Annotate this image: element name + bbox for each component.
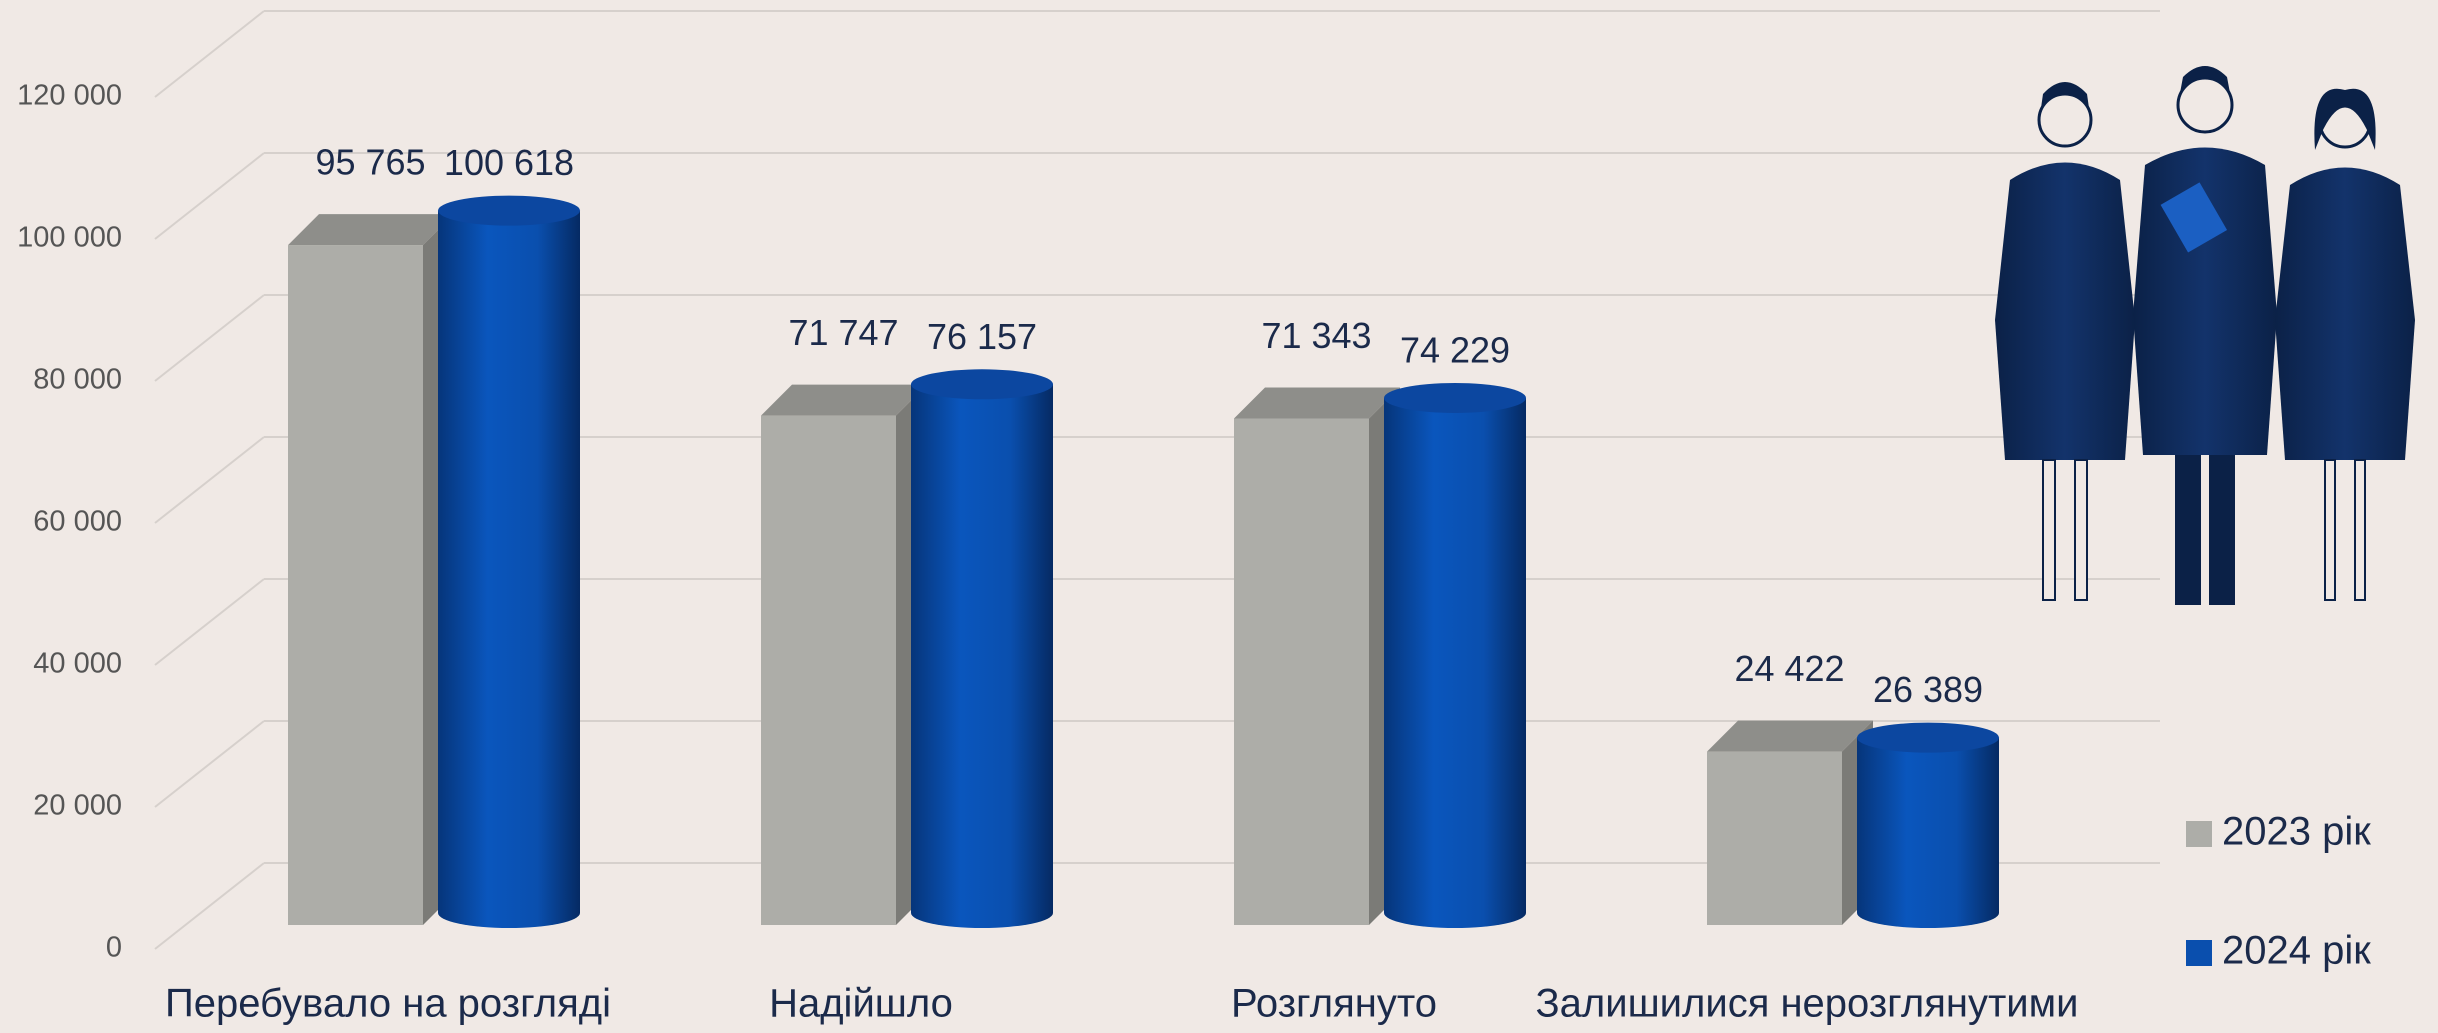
bar-top: [288, 214, 454, 246]
value-label: 100 618: [444, 142, 574, 183]
value-label: 24 422: [1734, 648, 1844, 689]
bar-top: [1384, 382, 1526, 413]
bar-top: [761, 384, 927, 416]
legend-label: 2023 рік: [2222, 810, 2371, 854]
grid-line: [154, 10, 265, 98]
bar: [1857, 737, 1999, 928]
y-tick-label: 80 000: [33, 364, 122, 396]
y-tick-label: 60 000: [33, 506, 122, 538]
bar-top: [438, 195, 580, 226]
bar: [288, 245, 423, 926]
value-label: 76 157: [927, 316, 1037, 357]
x-tick-label: Перебувало на розгляді: [165, 982, 611, 1026]
legend-label: 2024 рік: [2222, 929, 2371, 973]
grid-line: [154, 720, 265, 808]
bar: [911, 384, 1053, 929]
bar: [438, 210, 580, 929]
grid-line: [154, 294, 265, 382]
y-tick-label: 20 000: [33, 790, 122, 822]
bar: [1707, 751, 1842, 925]
bar-top: [1857, 722, 1999, 753]
bar: [761, 415, 896, 925]
value-label: 71 747: [788, 312, 898, 353]
y-tick-label: 100 000: [17, 222, 122, 254]
x-tick-label: Надійшло: [769, 982, 953, 1026]
value-label: 95 765: [315, 142, 425, 183]
x-tick-label: Залишилися нерозглянутими: [1535, 982, 2078, 1026]
bar: [1384, 397, 1526, 928]
judges-illustration: [1995, 66, 2415, 605]
legend-swatch: [2186, 940, 2212, 966]
y-tick-label: 120 000: [17, 80, 122, 112]
grid-line: [154, 578, 265, 666]
bar-top: [1707, 720, 1873, 752]
grid-line: [154, 862, 265, 950]
bar: [1234, 418, 1369, 925]
bar-top: [1234, 387, 1400, 419]
value-label: 71 343: [1261, 315, 1371, 356]
y-tick-label: 0: [106, 932, 122, 964]
grid-line: [154, 436, 265, 524]
y-tick-label: 40 000: [33, 648, 122, 680]
grid-line: [154, 152, 265, 240]
bar-top: [911, 369, 1053, 400]
value-label: 74 229: [1400, 329, 1510, 370]
x-tick-label: Розглянуто: [1231, 982, 1437, 1026]
legend-swatch: [2186, 821, 2212, 847]
value-label: 26 389: [1873, 669, 1983, 710]
